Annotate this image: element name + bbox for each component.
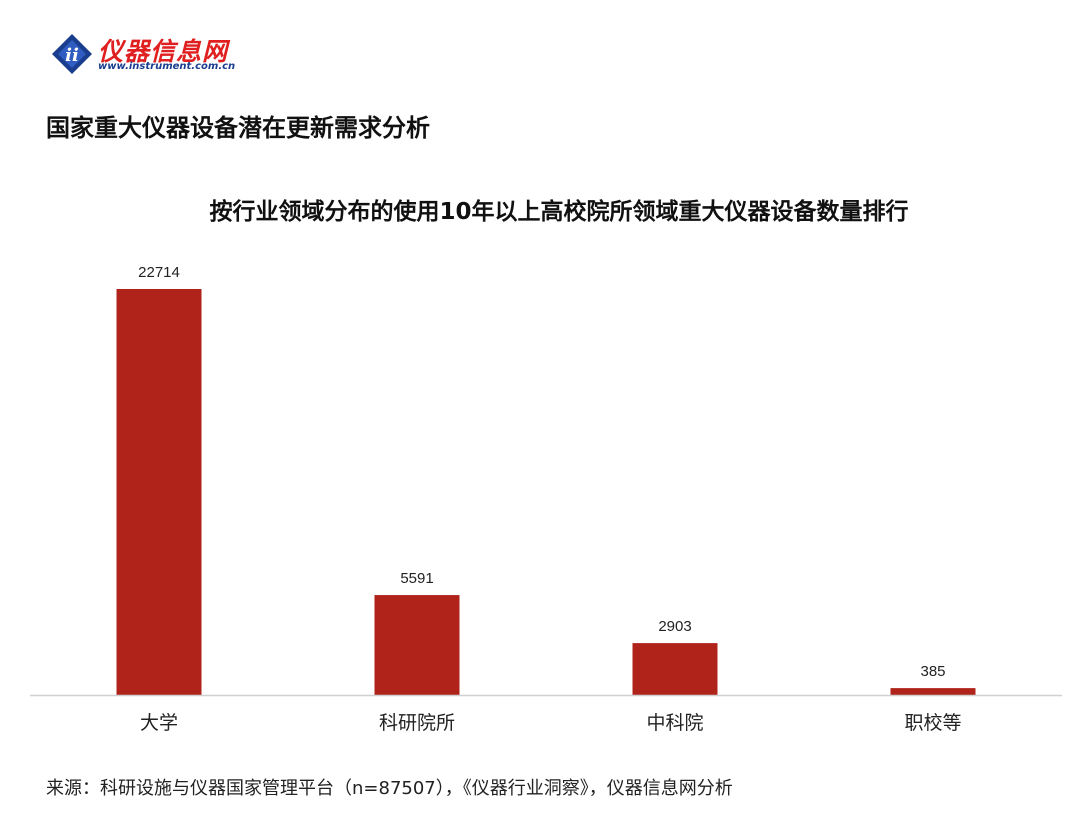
bar-3 [890,688,976,695]
source-note: 来源：科研设施与仪器国家管理平台（n=87507），《仪器行业洞察》，仪器信息网… [46,778,733,799]
brand-logo: ii 仪器信息网 www.instrument.com.cn [50,30,240,78]
bar-2 [632,643,718,695]
bars-layer [116,289,976,695]
brand-name: 仪器信息网 [98,37,229,66]
category-label-3: 职校等 [904,712,961,734]
data-label-1: 5591 [400,570,433,587]
bar-0 [116,289,202,695]
bar-1 [374,595,460,695]
data-label-2: 2903 [658,618,691,635]
data-label-0: 22714 [138,264,180,281]
labels-layer: 22714 大学 5591 科研院所 2903 中科院 385 职校等 [138,264,961,734]
chart-title: 按行业领域分布的使用10年以上高校院所领域重大仪器设备数量排行 [209,199,909,225]
category-label-0: 大学 [140,712,178,734]
brand-url: www.instrument.com.cn [98,61,236,72]
page-title: 国家重大仪器设备潜在更新需求分析 [46,114,430,142]
instrument-logo-icon: ii [52,34,92,74]
logo-mark-text: ii [65,45,79,66]
category-label-2: 中科院 [646,712,703,734]
data-label-3: 385 [920,663,945,680]
category-label-1: 科研院所 [379,712,455,734]
